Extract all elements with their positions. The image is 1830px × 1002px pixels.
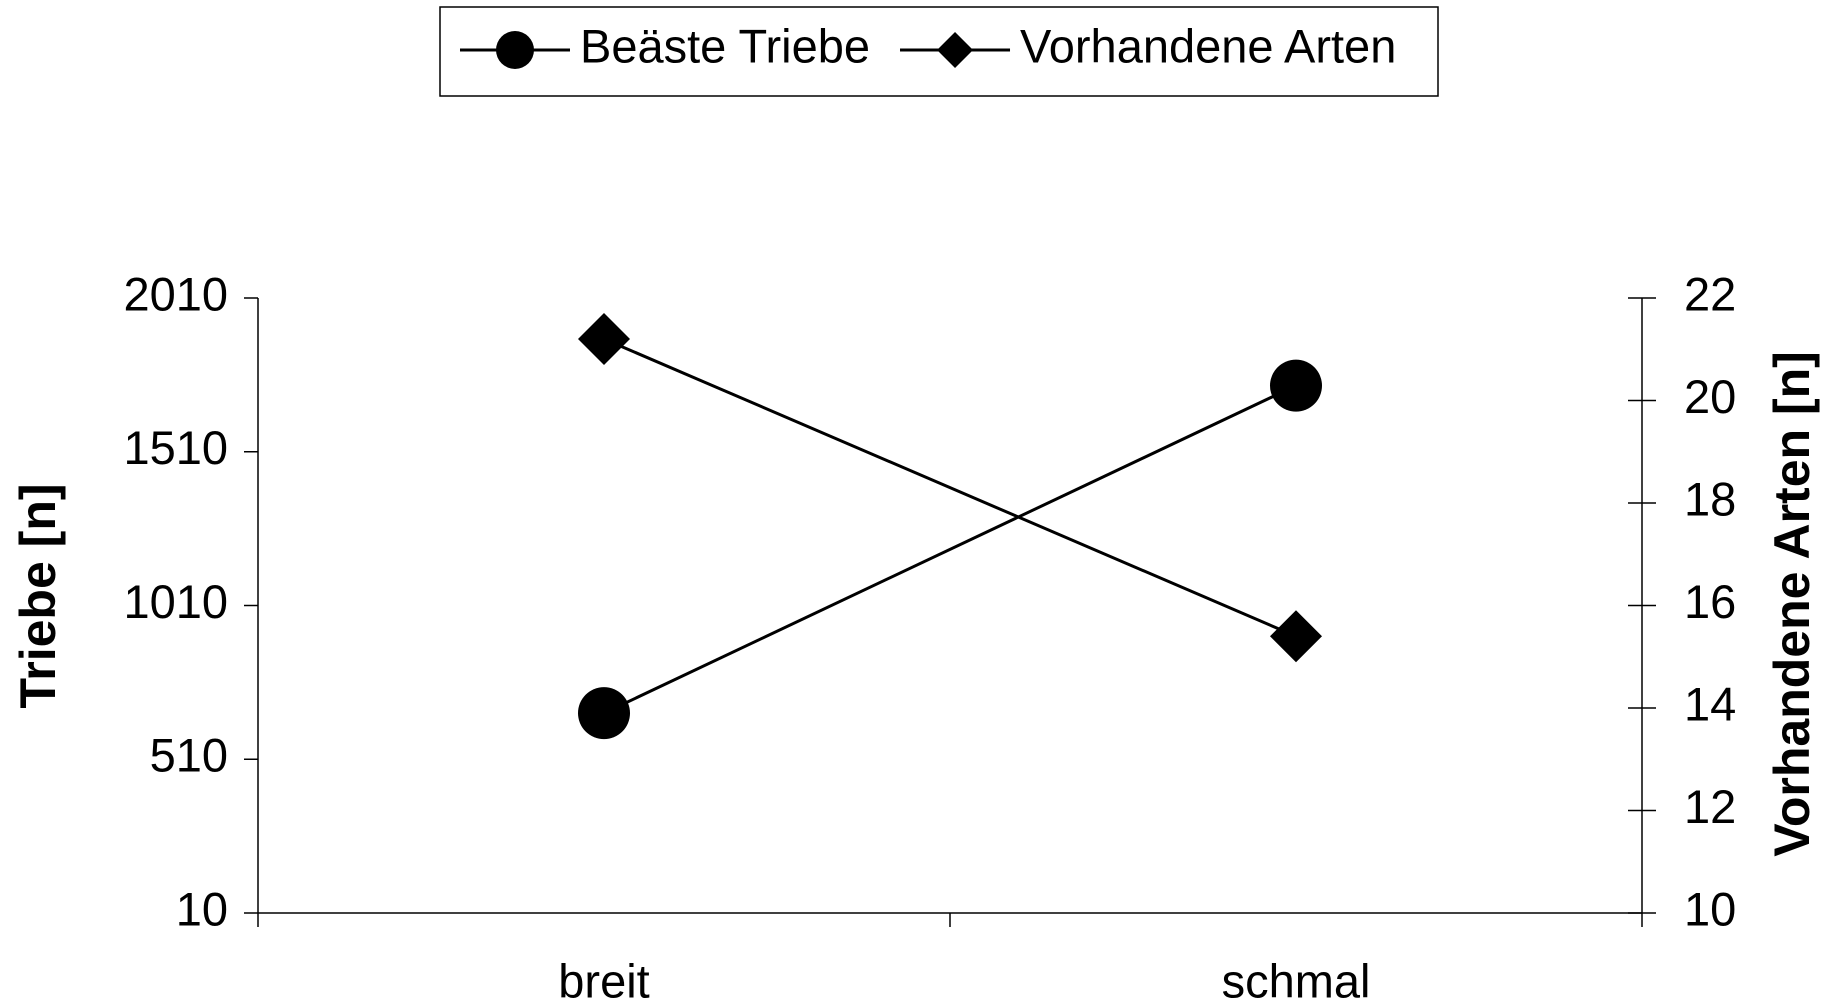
data-point (578, 687, 630, 740)
x-tick-label: schmal (1222, 954, 1371, 1002)
y-tick-label: 2010 (123, 267, 228, 320)
y2-tick-label: 16 (1684, 575, 1736, 628)
series-line (603, 337, 1297, 638)
legend-marker (937, 32, 974, 68)
y2-tick-label: 18 (1684, 472, 1736, 525)
y-axis-title: Triebe [n] (10, 483, 66, 708)
y2-axis-title: Vorhandene Arten [n] (1764, 351, 1820, 857)
legend-label: Beäste Triebe (580, 19, 870, 72)
y-tick-label: 510 (150, 729, 228, 782)
data-point (578, 313, 630, 365)
y2-tick-label: 12 (1684, 780, 1736, 833)
y-tick-label: 1010 (123, 575, 228, 628)
y-tick-label: 10 (176, 882, 228, 935)
y2-tick-label: 22 (1684, 267, 1736, 320)
data-point (1270, 359, 1322, 412)
legend-marker (496, 31, 534, 69)
data-point (1270, 610, 1322, 663)
y-tick-label: 1510 (123, 421, 228, 474)
series-line (603, 384, 1297, 715)
y2-tick-label: 10 (1684, 882, 1736, 935)
x-tick-label: breit (558, 954, 649, 1002)
y2-tick-label: 14 (1684, 677, 1736, 730)
y2-tick-label: 20 (1684, 370, 1736, 423)
legend-label: Vorhandene Arten (1020, 19, 1396, 72)
